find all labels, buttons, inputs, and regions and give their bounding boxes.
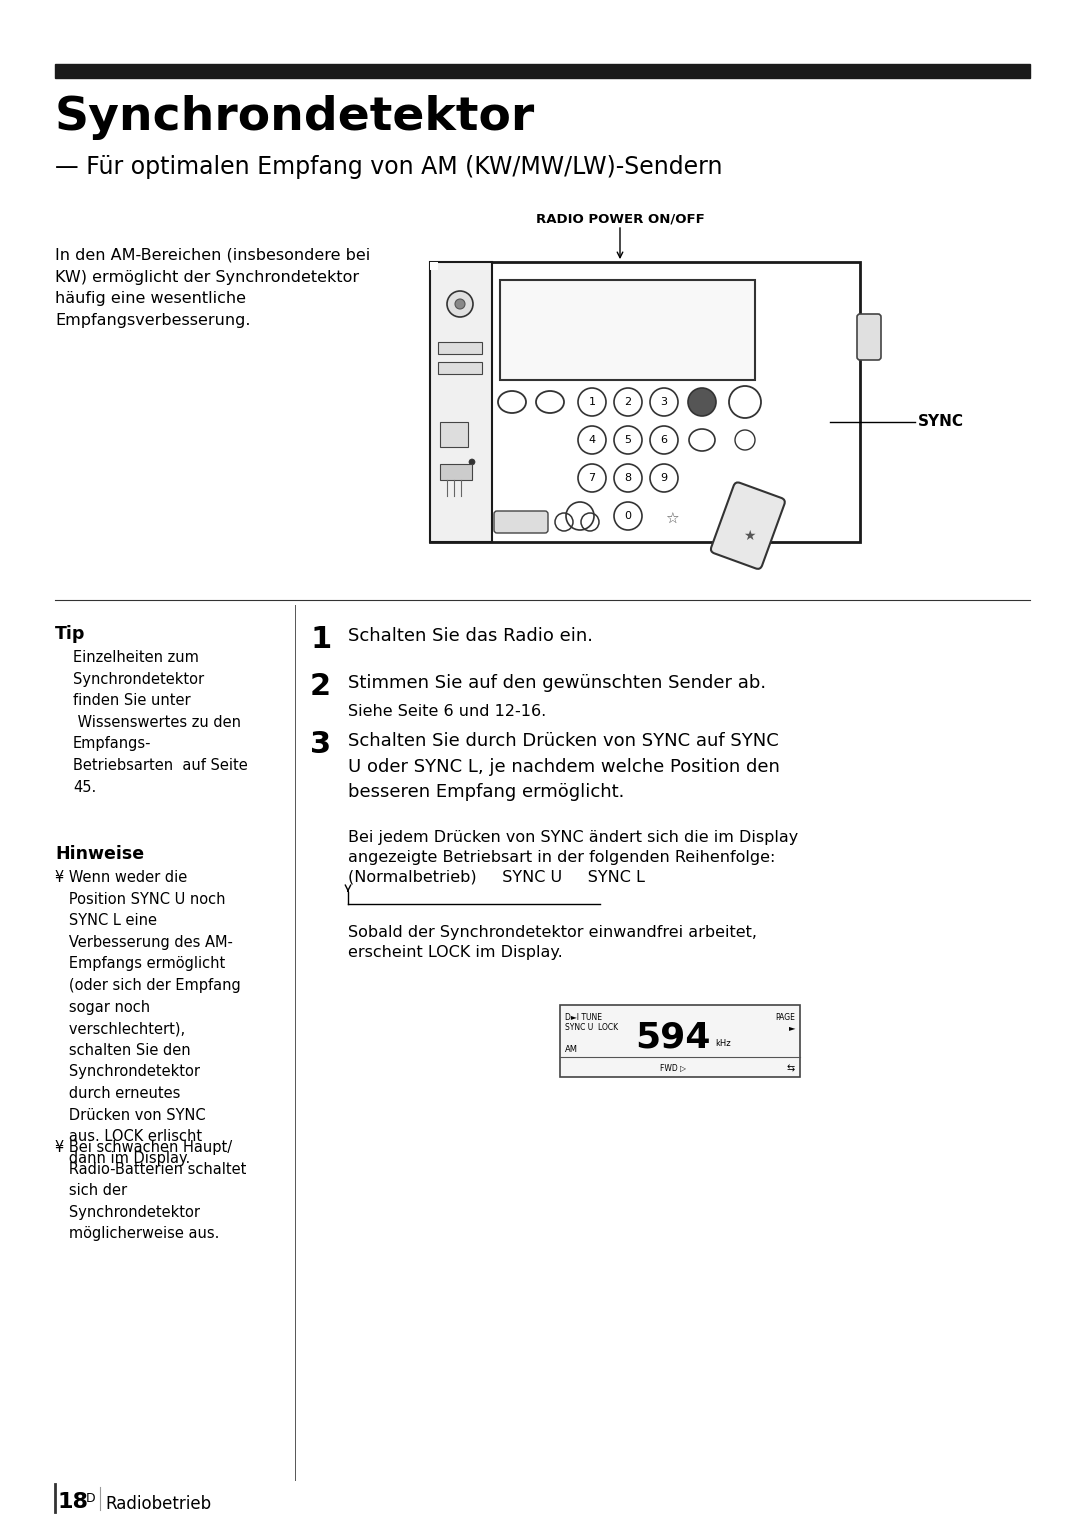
Bar [561, 1006, 800, 1078]
Bar [440, 464, 472, 480]
Bar [440, 422, 468, 448]
Text: 5: 5 [624, 435, 632, 445]
Text: 18: 18 [58, 1492, 89, 1512]
Bar [438, 362, 482, 374]
Circle shape [469, 458, 475, 464]
Text: Bei jedem Drücken von SYNC ändert sich die im Display: Bei jedem Drücken von SYNC ändert sich d… [348, 829, 798, 845]
Text: Schalten Sie das Radio ein.: Schalten Sie das Radio ein. [348, 627, 593, 645]
Text: ¥ Bei schwachen Haupt/
   Radio-Batterien schaltet
   sich der
   Synchrondetekt: ¥ Bei schwachen Haupt/ Radio-Batterien s… [55, 1141, 246, 1242]
Text: ¥ Wenn weder die
   Position SYNC U noch
   SYNC L eine
   Verbesserung des AM-
: ¥ Wenn weder die Position SYNC U noch SY… [55, 871, 241, 1165]
Text: D►I TUNE: D►I TUNE [565, 1013, 602, 1023]
Text: Schalten Sie durch Drücken von SYNC auf SYNC
U oder SYNC L, je nachdem welche Po: Schalten Sie durch Drücken von SYNC auf … [348, 731, 780, 802]
Text: 1: 1 [310, 625, 332, 655]
Circle shape [455, 299, 465, 310]
Text: 4: 4 [589, 435, 595, 445]
FancyBboxPatch shape [494, 510, 548, 533]
Text: angezeigte Betriebsart in der folgenden Reihenfolge:: angezeigte Betriebsart in der folgenden … [348, 849, 775, 865]
Text: kHz: kHz [715, 1039, 731, 1049]
Text: Hinweise: Hinweise [55, 845, 144, 863]
Text: PAGE: PAGE [775, 1013, 795, 1023]
Text: In den AM-Bereichen (insbesondere bei
KW) ermöglicht der Synchrondetektor
häufig: In den AM-Bereichen (insbesondere bei KW… [55, 248, 370, 328]
Text: Einzelheiten zum
Synchrondetektor
finden Sie unter
 Wissenswertes zu den
Empfang: Einzelheiten zum Synchrondetektor finden… [73, 650, 247, 794]
Text: Stimmen Sie auf den gewünschten Sender ab.: Stimmen Sie auf den gewünschten Sender a… [348, 675, 766, 691]
Text: 6: 6 [661, 435, 667, 445]
Bar [55, 64, 1030, 78]
Text: 1: 1 [589, 397, 595, 406]
Bar [430, 262, 438, 270]
Text: 9: 9 [661, 474, 667, 483]
Text: Siehe Seite 6 und 12-16.: Siehe Seite 6 und 12-16. [348, 704, 546, 719]
Bar [430, 262, 492, 543]
Text: RADIO POWER ON/OFF: RADIO POWER ON/OFF [536, 213, 704, 225]
Bar [438, 342, 482, 354]
Text: ⇆: ⇆ [787, 1062, 795, 1073]
Text: Sobald der Synchrondetektor einwandfrei arbeitet,: Sobald der Synchrondetektor einwandfrei … [348, 924, 757, 940]
Text: 7: 7 [589, 474, 595, 483]
Text: 2: 2 [624, 397, 632, 406]
Text: Radiobetrieb: Radiobetrieb [105, 1495, 211, 1513]
Text: — Für optimalen Empfang von AM (KW/MW/LW)-Sendern: — Für optimalen Empfang von AM (KW/MW/LW… [55, 155, 723, 179]
Text: ★: ★ [743, 529, 755, 543]
Text: AM: AM [565, 1046, 578, 1055]
Text: 3: 3 [310, 730, 332, 759]
Text: Tip: Tip [55, 625, 85, 642]
Text: (Normalbetrieb)     SYNC U     SYNC L: (Normalbetrieb) SYNC U SYNC L [348, 871, 645, 885]
Text: 2: 2 [310, 671, 332, 701]
Bar [500, 281, 755, 380]
FancyBboxPatch shape [711, 483, 785, 569]
Text: D: D [86, 1492, 96, 1505]
Text: SYNC U  LOCK: SYNC U LOCK [565, 1023, 618, 1032]
Text: FWD ▷: FWD ▷ [660, 1062, 686, 1072]
Circle shape [447, 291, 473, 317]
Text: 8: 8 [624, 474, 632, 483]
Circle shape [688, 388, 716, 415]
Text: ☆: ☆ [665, 512, 679, 526]
Text: 594: 594 [635, 1019, 711, 1055]
Text: erscheint LOCK im Display.: erscheint LOCK im Display. [348, 944, 563, 960]
Text: 3: 3 [661, 397, 667, 406]
Bar [430, 262, 860, 543]
Text: 0: 0 [624, 510, 632, 521]
Text: Synchrondetektor: Synchrondetektor [55, 95, 536, 140]
FancyBboxPatch shape [858, 314, 881, 360]
Text: SYNC: SYNC [918, 414, 964, 429]
Text: ►: ► [788, 1023, 795, 1032]
